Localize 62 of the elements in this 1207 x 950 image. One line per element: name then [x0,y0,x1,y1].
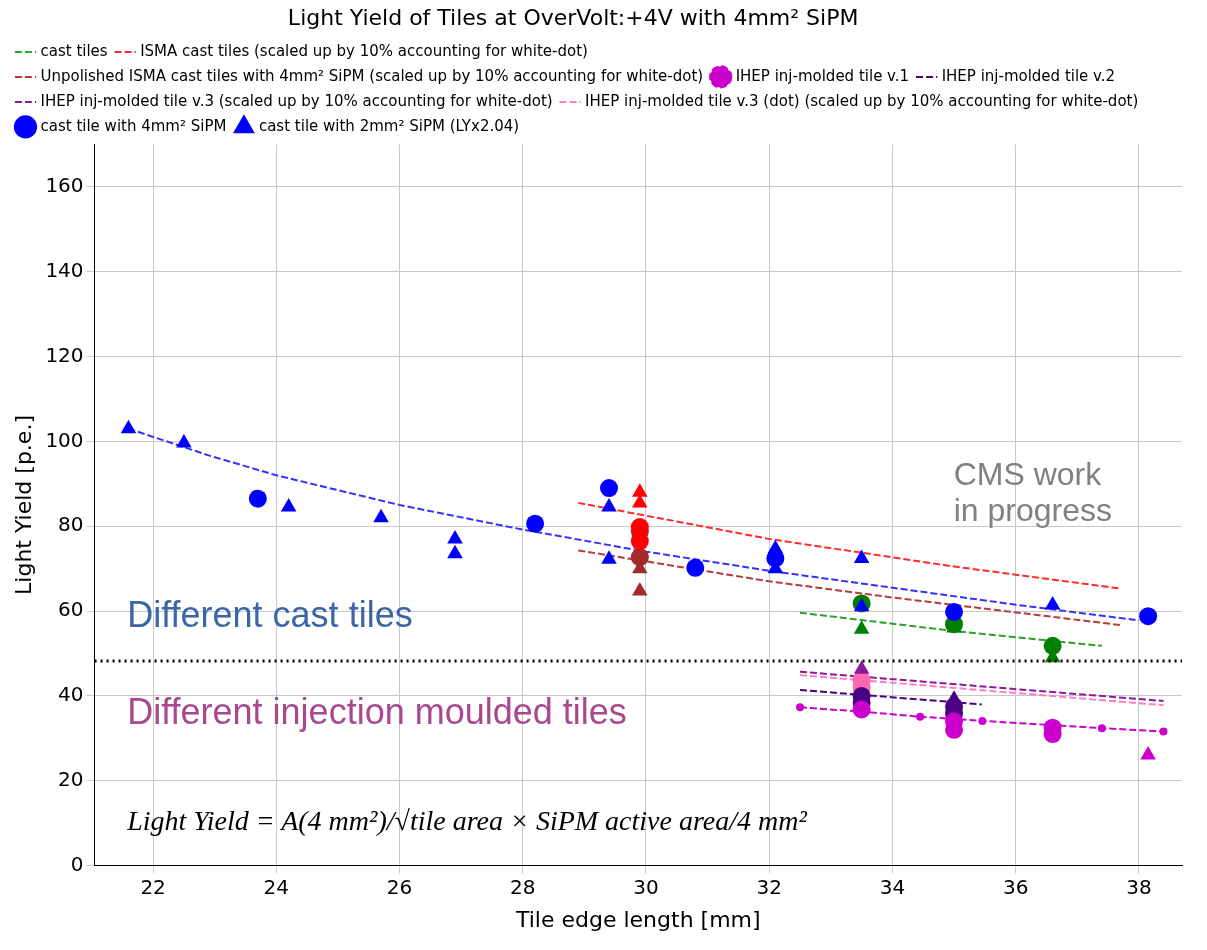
legend-label: IHEP inj-molded tile v.3 (scaled up by 10% accounting for white-dot) [40,91,553,110]
point [120,419,137,434]
legend-label: Unpolished ISMA cast tiles with 4mm² SiPM (scaled up by 10% accounting for white-dot) [40,66,704,85]
x-tick-label: 28 [510,874,536,899]
point [945,602,964,621]
legend-title: Light Yield of Tiles at OverVolt:+4V with 4mm² SiPM [287,4,859,30]
point [853,660,870,674]
legend-label: IHEP inj-molded tile v.2 [941,66,1116,85]
annotation: Light Yield = A(4 mm²)/√tile area × SiPM active area/4 mm² [126,804,808,836]
point [796,703,805,712]
x-tick-label: 24 [263,874,290,899]
point [632,483,648,497]
y-tick-label: 140 [45,257,84,282]
point [630,548,649,567]
y-axis-title: Light Yield [p.e.] [10,415,36,595]
point [853,620,870,634]
x-tick-label: 36 [1002,874,1029,899]
annotation: Different injection moulded tiles [127,691,627,733]
point [978,716,987,725]
point [1044,596,1061,610]
point [447,529,463,544]
x-tick-label: 38 [1126,874,1152,899]
point [601,550,617,564]
x-tick-label: 26 [386,874,413,899]
point [526,514,545,533]
y-tick-label: 40 [58,682,84,707]
point [1139,607,1158,626]
line-series [577,549,1122,627]
point [373,508,389,523]
y-tick-label: 160 [45,173,84,198]
point [632,582,648,596]
point [601,498,617,512]
y-tick-label: 60 [58,597,84,622]
x-tick-label: 34 [879,874,906,899]
point [1097,724,1106,733]
point [248,489,267,508]
annotation: Different cast tiles [127,593,413,635]
point [447,544,463,559]
x-tick-label: 22 [140,874,166,899]
point [686,558,705,577]
y-tick-label: 80 [58,512,84,537]
legend-label: cast tile with 2mm² SiPM (LYx2.04) [258,116,520,135]
y-tick-label: 120 [45,342,84,367]
x-axis-title: Tile edge length [mm] [514,906,761,932]
legend-label: IHEP inj-molded tile v.1 [735,66,910,85]
point [916,712,925,721]
y-tick-label: 100 [45,427,84,452]
x-tick-label: 30 [633,874,659,899]
y-tick-label: 0 [70,851,84,876]
point [280,498,297,512]
point [176,434,192,448]
x-tick-label: 32 [756,874,782,899]
legend-label: cast tile with 4mm² SiPM [40,116,227,135]
legend-label: IHEP inj-molded tile v.3 (dot) (scaled up by 10% accounting for white-dot) [585,91,1139,110]
legend-label: cast tiles [40,41,108,60]
point [1043,636,1062,655]
point [853,549,870,563]
y-tick-label: 20 [58,766,84,791]
point [1159,727,1168,736]
legend-label: ISMA cast tiles (scaled up by 10% accounting for white-dot) [140,41,588,60]
annotation: CMS work in progress [953,455,1112,528]
point [852,700,871,719]
